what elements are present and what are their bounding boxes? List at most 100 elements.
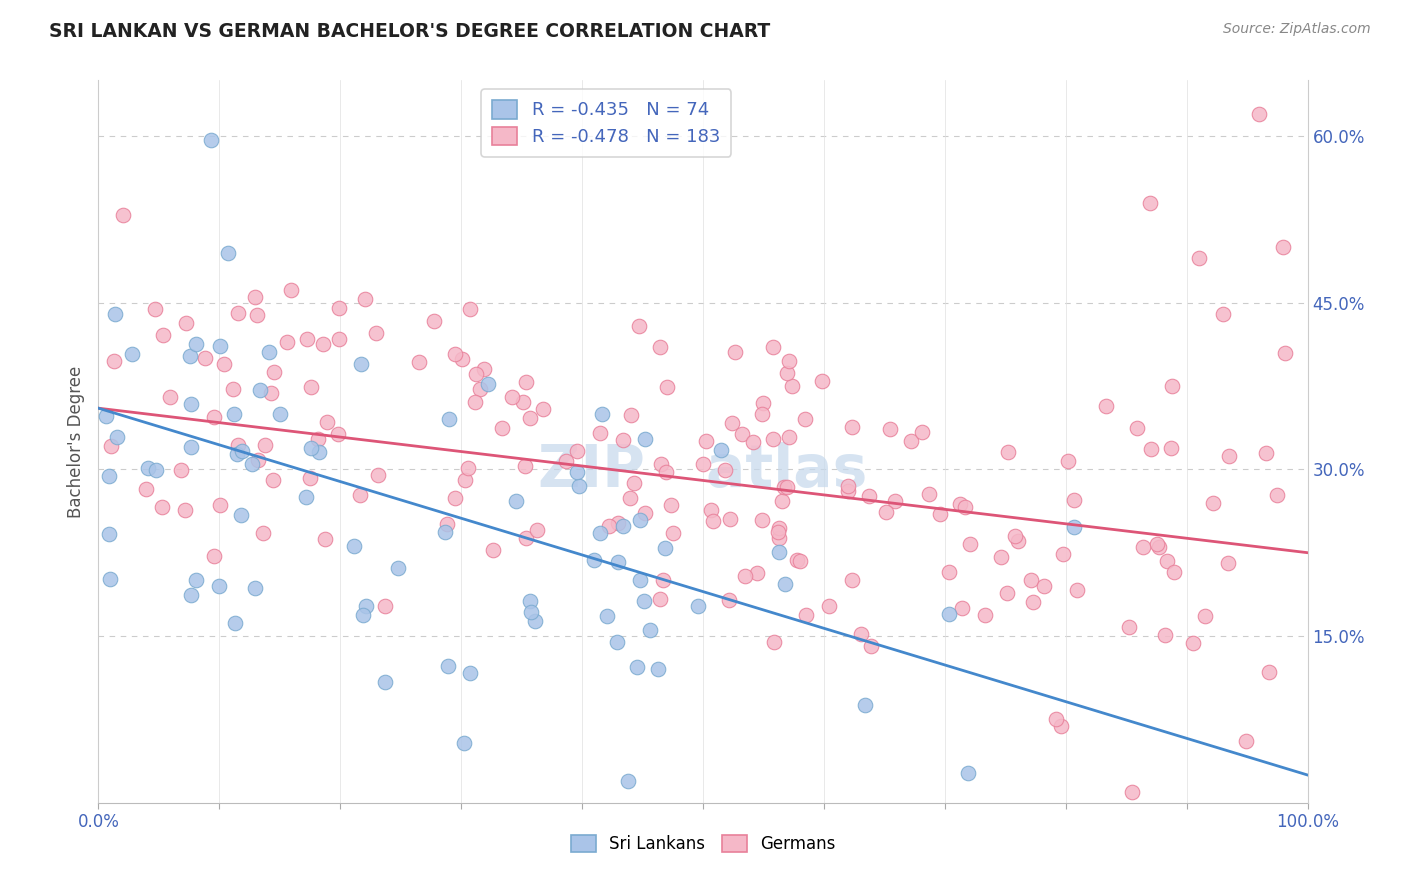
Point bbox=[98, 469, 121, 483]
Point bbox=[280, 284, 302, 298]
Point bbox=[214, 357, 236, 371]
Point bbox=[328, 301, 350, 315]
Point bbox=[100, 439, 122, 453]
Point bbox=[1182, 636, 1205, 650]
Point bbox=[257, 344, 280, 359]
Point bbox=[628, 573, 651, 587]
Point bbox=[849, 626, 872, 640]
Point bbox=[650, 591, 672, 606]
Point bbox=[453, 736, 475, 750]
Point bbox=[770, 494, 793, 508]
Point bbox=[200, 133, 222, 147]
Point bbox=[1045, 712, 1067, 726]
Point bbox=[1063, 520, 1085, 534]
Point bbox=[269, 407, 291, 421]
Point bbox=[94, 409, 117, 424]
Point bbox=[111, 208, 134, 222]
Point bbox=[650, 457, 672, 471]
Point bbox=[810, 374, 832, 388]
Point bbox=[262, 473, 284, 487]
Point bbox=[464, 394, 486, 409]
Point bbox=[121, 347, 143, 361]
Point bbox=[436, 659, 458, 673]
Point bbox=[194, 351, 217, 366]
Point bbox=[627, 319, 650, 334]
Point bbox=[1160, 379, 1182, 393]
Point bbox=[918, 487, 941, 501]
Point bbox=[260, 386, 283, 401]
Point bbox=[312, 337, 335, 351]
Text: Source: ZipAtlas.com: Source: ZipAtlas.com bbox=[1223, 22, 1371, 37]
Point bbox=[229, 508, 252, 522]
Point bbox=[1160, 441, 1182, 455]
Point bbox=[482, 542, 505, 557]
Point bbox=[606, 555, 628, 569]
Point bbox=[450, 352, 472, 367]
Point bbox=[589, 426, 612, 441]
Point bbox=[762, 340, 785, 354]
Point bbox=[612, 519, 634, 533]
Point bbox=[990, 549, 1012, 564]
Point bbox=[222, 408, 245, 422]
Point bbox=[818, 599, 841, 614]
Point bbox=[243, 581, 266, 595]
Point bbox=[741, 435, 763, 450]
Point bbox=[208, 579, 231, 593]
Point bbox=[606, 516, 628, 530]
Point bbox=[953, 500, 976, 514]
Point bbox=[240, 457, 263, 471]
Point bbox=[661, 525, 683, 540]
Point bbox=[973, 608, 995, 623]
Point bbox=[879, 422, 901, 436]
Point bbox=[623, 475, 645, 490]
Point bbox=[1156, 553, 1178, 567]
Point bbox=[928, 507, 950, 521]
Point bbox=[224, 615, 246, 630]
Point bbox=[408, 355, 430, 369]
Point bbox=[308, 444, 330, 458]
Point bbox=[526, 523, 548, 537]
Point bbox=[688, 599, 710, 613]
Point bbox=[751, 513, 773, 527]
Point bbox=[761, 433, 783, 447]
Point bbox=[184, 573, 207, 587]
Point bbox=[628, 513, 651, 527]
Point bbox=[638, 623, 661, 637]
Point bbox=[1007, 533, 1029, 548]
Point bbox=[1140, 442, 1163, 457]
Point bbox=[444, 491, 467, 505]
Point bbox=[710, 442, 733, 457]
Point bbox=[1163, 565, 1185, 579]
Point bbox=[554, 453, 576, 467]
Point bbox=[567, 465, 589, 479]
Point bbox=[457, 460, 479, 475]
Point bbox=[841, 419, 863, 434]
Point bbox=[841, 573, 863, 587]
Point bbox=[582, 553, 605, 567]
Point bbox=[1118, 620, 1140, 634]
Point bbox=[768, 520, 790, 534]
Point bbox=[853, 698, 876, 713]
Point bbox=[174, 316, 197, 330]
Point bbox=[1057, 454, 1080, 468]
Point bbox=[596, 608, 619, 623]
Point bbox=[1147, 541, 1170, 555]
Point bbox=[204, 549, 226, 563]
Point bbox=[423, 314, 446, 328]
Point bbox=[766, 525, 789, 540]
Point bbox=[159, 390, 181, 404]
Point bbox=[314, 532, 336, 546]
Point bbox=[472, 362, 495, 376]
Point bbox=[299, 441, 322, 455]
Point bbox=[1153, 628, 1175, 642]
Point bbox=[1004, 529, 1026, 543]
Point bbox=[900, 434, 922, 449]
Point bbox=[505, 493, 527, 508]
Point bbox=[995, 585, 1018, 599]
Point bbox=[1019, 574, 1042, 588]
Point bbox=[468, 382, 491, 396]
Point bbox=[298, 471, 321, 485]
Point bbox=[950, 601, 973, 615]
Point bbox=[180, 588, 202, 602]
Point bbox=[520, 605, 543, 619]
